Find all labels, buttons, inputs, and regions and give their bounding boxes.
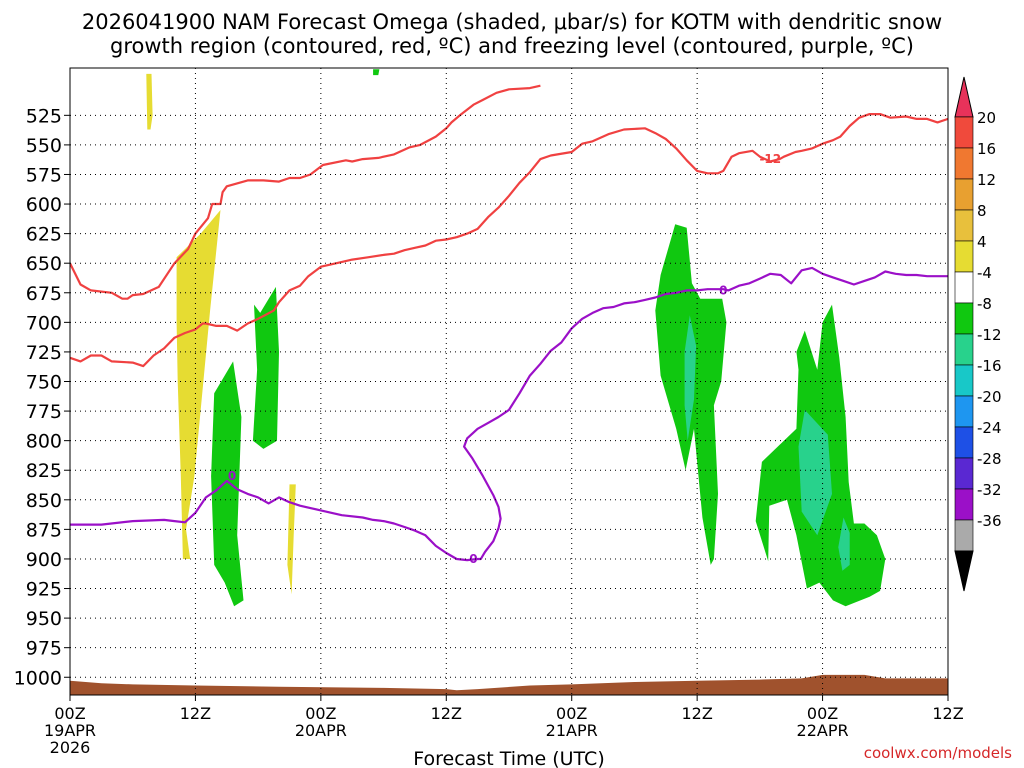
colorbar-label: -32 [977, 481, 1002, 499]
colorbar-label: -36 [977, 512, 1002, 530]
omega-region-yellow-2 [176, 210, 221, 559]
y-tick-label: 825 [26, 460, 62, 482]
x-tick-label: 12Z [681, 704, 712, 723]
contour-dgz-lower-red [70, 112, 948, 368]
colorbar-label: -12 [977, 326, 1002, 344]
omega-region-green-a [211, 361, 244, 607]
y-tick-label: 1000 [14, 667, 62, 689]
omega-region-yellow-3 [287, 484, 296, 595]
y-tick-label: 750 [26, 372, 62, 394]
colorbar-swatch [954, 178, 974, 211]
y-tick-label: 725 [26, 342, 62, 364]
x-tick-label: 12Z [180, 704, 211, 723]
colorbar-top-arrow [954, 76, 974, 118]
contour-label: 0 [228, 469, 236, 483]
colorbar-label: 16 [977, 140, 996, 158]
colorbar-label: -4 [977, 264, 992, 282]
credit-text: coolwx.com/models [863, 744, 1012, 762]
y-tick-label: 700 [26, 312, 62, 334]
x-tick-label: 22APR [797, 721, 849, 740]
contour-dgz-upper-red [70, 84, 541, 300]
x-tick-label: 19APR [44, 721, 96, 740]
y-axis: 525 550 575 600 625 650 675 700 725 750 775 800 825 8… [14, 105, 70, 689]
x-tick-label: 00Z [807, 704, 838, 723]
omega-region-green-top [373, 69, 380, 76]
omega-region-teal-2 [798, 409, 832, 536]
y-tick-label: 900 [26, 549, 62, 571]
x-tick-label: 12Z [431, 704, 462, 723]
chart-title-line-1: 2026041900 NAM Forecast Omega (shaded, μ… [81, 10, 943, 34]
colorbar-label: 4 [977, 233, 987, 251]
contour-label: 0 [469, 552, 477, 566]
colorbar-label: 12 [977, 171, 996, 189]
y-tick-label: 575 [26, 164, 62, 186]
omega-region-teal-3 [838, 517, 850, 571]
x-tick-label: 00Z [556, 704, 587, 723]
y-tick-label: 875 [26, 519, 62, 541]
colorbar-swatch [954, 426, 974, 459]
colorbar-swatch [954, 302, 974, 335]
y-tick-label: 525 [26, 105, 62, 127]
colorbar-swatch [954, 116, 974, 149]
x-tick-label: 2026 [50, 738, 91, 757]
omega-region-green-b [252, 286, 279, 449]
y-tick-label: 800 [26, 431, 62, 453]
y-tick-label: 625 [26, 224, 62, 246]
y-tick-label: 850 [26, 490, 62, 512]
colorbar-label: 20 [977, 109, 996, 127]
y-tick-label: 975 [26, 638, 62, 660]
x-tick-label: 21APR [546, 721, 598, 740]
colorbar-bottom-arrow [954, 550, 974, 592]
y-tick-label: 950 [26, 608, 62, 630]
colorbar-label: -24 [977, 419, 1002, 437]
omega-region-yellow-1 [146, 73, 153, 130]
colorbar-label: -8 [977, 295, 992, 313]
contour-layer: -12 0 0 0 [70, 84, 948, 566]
y-tick-label: 925 [26, 579, 62, 601]
y-tick-label: 775 [26, 401, 62, 423]
contour-label: -12 [759, 152, 781, 166]
y-tick-label: 550 [26, 135, 62, 157]
contour-label: 0 [719, 283, 727, 297]
y-tick-label: 600 [26, 194, 62, 216]
colorbar-swatch [954, 457, 974, 490]
x-axis-label: Forecast Time (UTC) [413, 748, 604, 768]
colorbar-swatch [954, 209, 974, 242]
colorbar-swatch [954, 395, 974, 428]
colorbar-swatch [954, 333, 974, 366]
colorbar-swatch [954, 519, 974, 552]
colorbar-swatch [954, 271, 974, 304]
colorbar-swatch [954, 147, 974, 180]
x-tick-label: 00Z [54, 704, 85, 723]
omega-region-teal-1 [684, 315, 697, 441]
colorbar-label: 8 [977, 202, 987, 220]
x-tick-label: 12Z [932, 704, 963, 723]
contour-freezing-level-purple [70, 266, 948, 562]
colorbar-label: -28 [977, 450, 1002, 468]
colorbar-label: -16 [977, 357, 1002, 375]
colorbar-swatch [954, 364, 974, 397]
y-tick-label: 675 [26, 283, 62, 305]
plot-area [70, 69, 948, 695]
colorbar: 20 16 12 8 4 -4 -8 -12 -16 -20 -24 -28 -32 -36 [954, 76, 1002, 592]
colorbar-label: -20 [977, 388, 1002, 406]
colorbar-swatch [954, 240, 974, 273]
x-tick-label: 00Z [305, 704, 336, 723]
chart-title-line-2: growth region (contoured, red, ºC) and f… [110, 34, 914, 58]
x-tick-label: 20APR [295, 721, 347, 740]
omega-region-surface [70, 674, 948, 695]
y-tick-label: 650 [26, 253, 62, 275]
colorbar-swatch [954, 488, 974, 521]
